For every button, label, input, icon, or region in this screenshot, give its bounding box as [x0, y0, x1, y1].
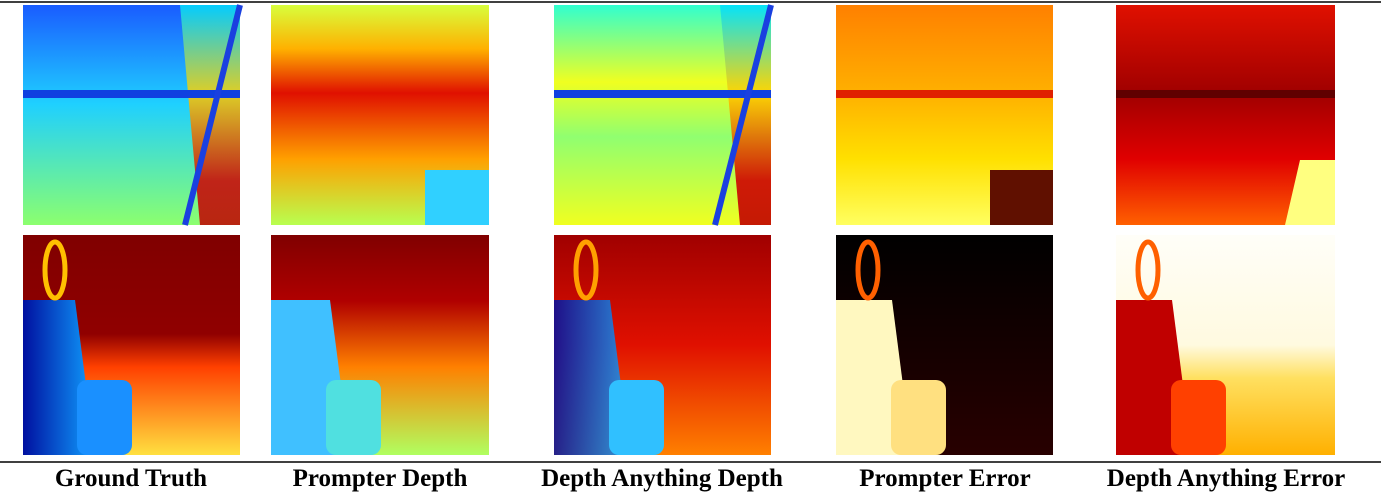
- panel: [836, 235, 1053, 455]
- column-label: Prompter Error: [859, 465, 1030, 492]
- column-label: Depth Anything Error: [1107, 465, 1345, 492]
- figure-canvas: Ground Truth Prompter Depth Depth Anythi…: [0, 0, 1381, 497]
- column-label: Ground Truth: [55, 465, 207, 492]
- panel: [1116, 235, 1335, 455]
- panel: [271, 5, 489, 225]
- panel: [1116, 5, 1335, 225]
- panel: [23, 235, 240, 455]
- panel: [836, 5, 1053, 225]
- panel: [271, 235, 489, 455]
- figure: Ground Truth Prompter Depth Depth Anythi…: [0, 0, 1381, 497]
- column-label: Depth Anything Depth: [541, 465, 783, 492]
- column-label: Prompter Depth: [293, 465, 468, 492]
- panel: [554, 235, 771, 455]
- panel: [23, 5, 240, 225]
- panel: [554, 5, 771, 225]
